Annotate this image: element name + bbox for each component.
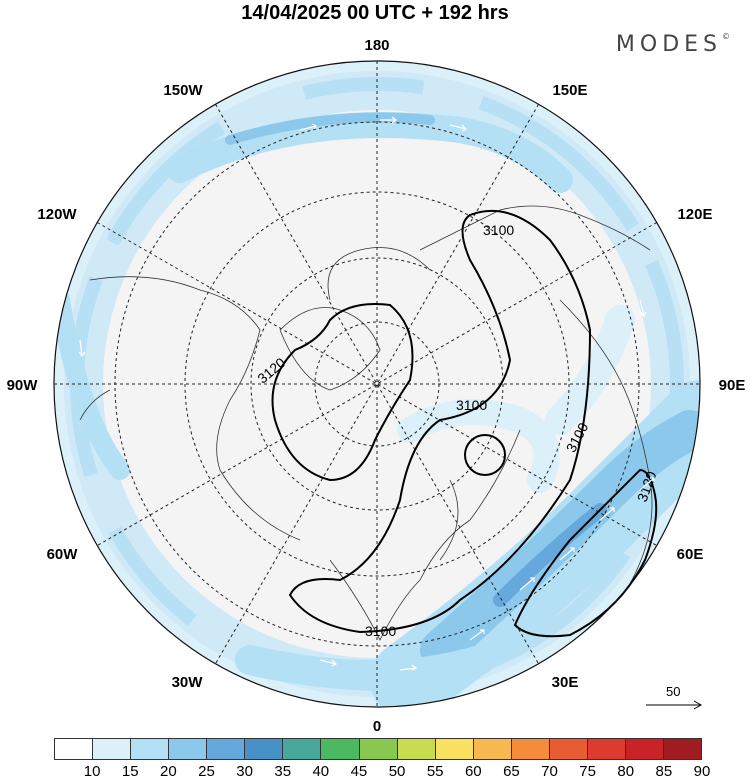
longitude-labels: 180 150E 120E 90E 60E 30E 0 30W 60W 90W … [7,37,746,735]
lon-label: 0 [373,718,381,735]
lon-label: 60E [677,546,704,563]
colorbar-tick-label: 50 [388,763,406,780]
colorbar-tick-label: 25 [198,763,215,780]
colorbar-tick-label: 30 [236,763,253,780]
colorbar-cell [586,738,625,760]
colorbar-tick-label: 20 [160,763,177,780]
colorbar-tick-label: 75 [579,763,596,780]
lon-label: 90E [719,377,746,394]
polar-map: 3100 3100 3100 3100 3120 3120 180 150E 1… [7,37,746,735]
lon-label: 60W [47,546,79,563]
map-border [53,60,701,708]
contour-label: 3100 [483,222,514,238]
vector-reference: 50 [644,684,704,714]
colorbar-cell [472,738,511,760]
colorbar-cell [510,738,549,760]
colorbar-cell [130,738,169,760]
colorbar-cell [624,738,663,760]
colorbar-cell [434,738,473,760]
colorbar-cell [168,738,207,760]
colorbar-tick-label: 70 [541,763,558,780]
arrow-right-icon [646,700,703,710]
colorbar-cell [548,738,587,760]
colorbar-tick-label: 90 [693,763,711,780]
colorbar-tick-label: 35 [274,763,292,780]
colorbar-tick-label: 65 [503,763,520,780]
lon-label: 120W [37,206,77,223]
colorbar-cell [244,738,283,760]
colorbar-cell [358,738,397,760]
colorbar-tick-label: 15 [121,763,139,780]
colorbar-cell [663,738,703,760]
colorbar-cell [396,738,435,760]
map-title: 14/04/2025 00 UTC + 192 hrs [241,2,509,24]
contour-label: 3100 [365,623,396,639]
colorbar-tick-label: 80 [617,763,635,780]
coastlines [79,205,653,641]
colorbar-cell [320,738,359,760]
brand-logo: MODES© [615,32,730,57]
wind-speed-shading [54,61,700,707]
colorbar-cell [282,738,321,760]
colorbar [54,738,703,760]
lon-label: 90W [7,377,39,394]
lon-label: 150E [552,82,587,99]
wind-vectors [78,116,655,671]
colorbar-tick-label: 40 [312,763,330,780]
height-contours [271,209,658,638]
colorbar-cell [206,738,245,760]
vector-reference-label: 50 [666,684,681,699]
lon-label: 30E [552,674,579,691]
colorbar-tick-label: 10 [83,763,101,780]
lon-label: 180 [364,37,389,54]
contour-label: 3100 [456,397,487,413]
colorbar-tick-label: 60 [464,763,482,780]
lon-label: 150W [163,82,203,99]
lon-label: 30W [172,674,204,691]
colorbar-tick-label: 55 [426,763,444,780]
colorbar-tick-label: 45 [350,763,368,780]
colorbar-ticks: 10 15 20 25 30 35 40 45 50 55 60 65 70 75 80 85 90 [54,763,711,781]
colorbar-cell [54,738,93,760]
lon-label: 120E [677,206,712,223]
colorbar-cell [92,738,131,760]
colorbar-tick-label: 85 [655,763,673,780]
